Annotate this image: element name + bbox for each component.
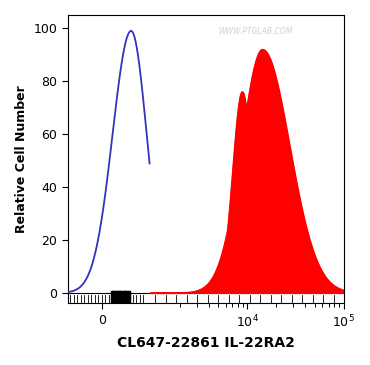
Text: WWW.PTGLAB.COM: WWW.PTGLAB.COM bbox=[218, 27, 293, 35]
X-axis label: CL647-22861 IL-22RA2: CL647-22861 IL-22RA2 bbox=[117, 336, 295, 350]
Y-axis label: Relative Cell Number: Relative Cell Number bbox=[15, 85, 28, 233]
